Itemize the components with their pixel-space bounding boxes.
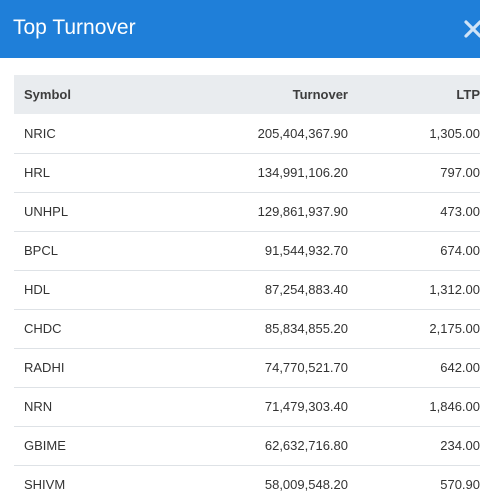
ltp-cell: 2,175.00 — [429, 321, 480, 336]
symbol-cell: NRIC — [24, 125, 56, 141]
table-row[interactable]: SHIVM 58,009,548.20 570.90 — [14, 465, 480, 497]
symbol-cell: BPCL — [24, 243, 58, 258]
turnover-table-container: Symbol Turnover LTP NRIC 205,404,367.90 1,… — [14, 75, 480, 497]
ltp-cell: 674.00 — [440, 243, 480, 258]
symbol-cell: RADHI — [24, 360, 65, 375]
turnover-cell: 134,991,106.20 — [257, 165, 348, 180]
turnover-cell: 58,009,548.20 — [264, 477, 348, 493]
table-row[interactable]: RADHI 74,770,521.70 642.00 — [14, 348, 480, 387]
symbol-cell: CHDC — [24, 321, 62, 336]
turnover-cell: 87,254,883.40 — [264, 282, 348, 297]
turnover-cell: 129,861,937.90 — [257, 204, 348, 219]
turnover-cell: 62,632,716.80 — [264, 438, 348, 453]
table-row[interactable]: NRN 71,479,303.40 1,846.00 — [14, 387, 480, 426]
close-button[interactable] — [462, 18, 480, 40]
close-icon — [464, 20, 480, 38]
symbol-cell: HDL — [24, 282, 51, 297]
ltp-cell: 473.00 — [440, 204, 480, 219]
column-header-ltp: LTP — [456, 87, 480, 102]
modal-header: Top Turnover — [0, 0, 480, 58]
ltp-cell: 642.00 — [440, 360, 480, 375]
turnover-cell: 74,770,521.70 — [264, 360, 348, 375]
ltp-cell: 1,312.00 — [429, 282, 480, 297]
table-row[interactable]: GBIME 62,632,716.80 234.00 — [14, 426, 480, 465]
table-row[interactable]: NRIC 205,404,367.90 1,305.00 — [14, 114, 480, 153]
table-row[interactable]: CHDC 85,834,855.20 2,175.00 — [14, 309, 480, 348]
column-header-turnover: Turnover — [292, 87, 348, 102]
turnover-cell: 71,479,303.40 — [264, 399, 348, 414]
ltp-cell: 234.00 — [440, 438, 480, 453]
ltp-cell: 1,846.00 — [429, 399, 480, 414]
table-row[interactable]: HRL 134,991,106.20 797.00 — [14, 153, 480, 192]
turnover-cell: 205,404,367.90 — [257, 125, 348, 141]
table-row[interactable]: UNHPL 129,861,937.90 473.00 — [14, 192, 480, 231]
symbol-cell: UNHPL — [24, 204, 69, 219]
table-row[interactable]: HDL 87,254,883.40 1,312.00 — [14, 270, 480, 309]
modal-title: Top Turnover — [13, 16, 136, 39]
turnover-cell: 85,834,855.20 — [264, 321, 348, 336]
symbol-cell: HRL — [24, 165, 51, 180]
symbol-cell: NRN — [24, 399, 53, 414]
ltp-cell: 570.90 — [440, 477, 480, 493]
table-row[interactable]: BPCL 91,544,932.70 674.00 — [14, 231, 480, 270]
column-header-symbol: Symbol — [24, 87, 71, 102]
symbol-cell: SHIVM — [24, 477, 66, 493]
turnover-cell: 91,544,932.70 — [264, 243, 348, 258]
table-header-row: Symbol Turnover LTP — [14, 75, 480, 114]
symbol-cell: GBIME — [24, 438, 66, 453]
ltp-cell: 1,305.00 — [429, 125, 480, 141]
turnover-table: Symbol Turnover LTP NRIC 205,404,367.90 1,… — [14, 75, 480, 497]
ltp-cell: 797.00 — [440, 165, 480, 180]
